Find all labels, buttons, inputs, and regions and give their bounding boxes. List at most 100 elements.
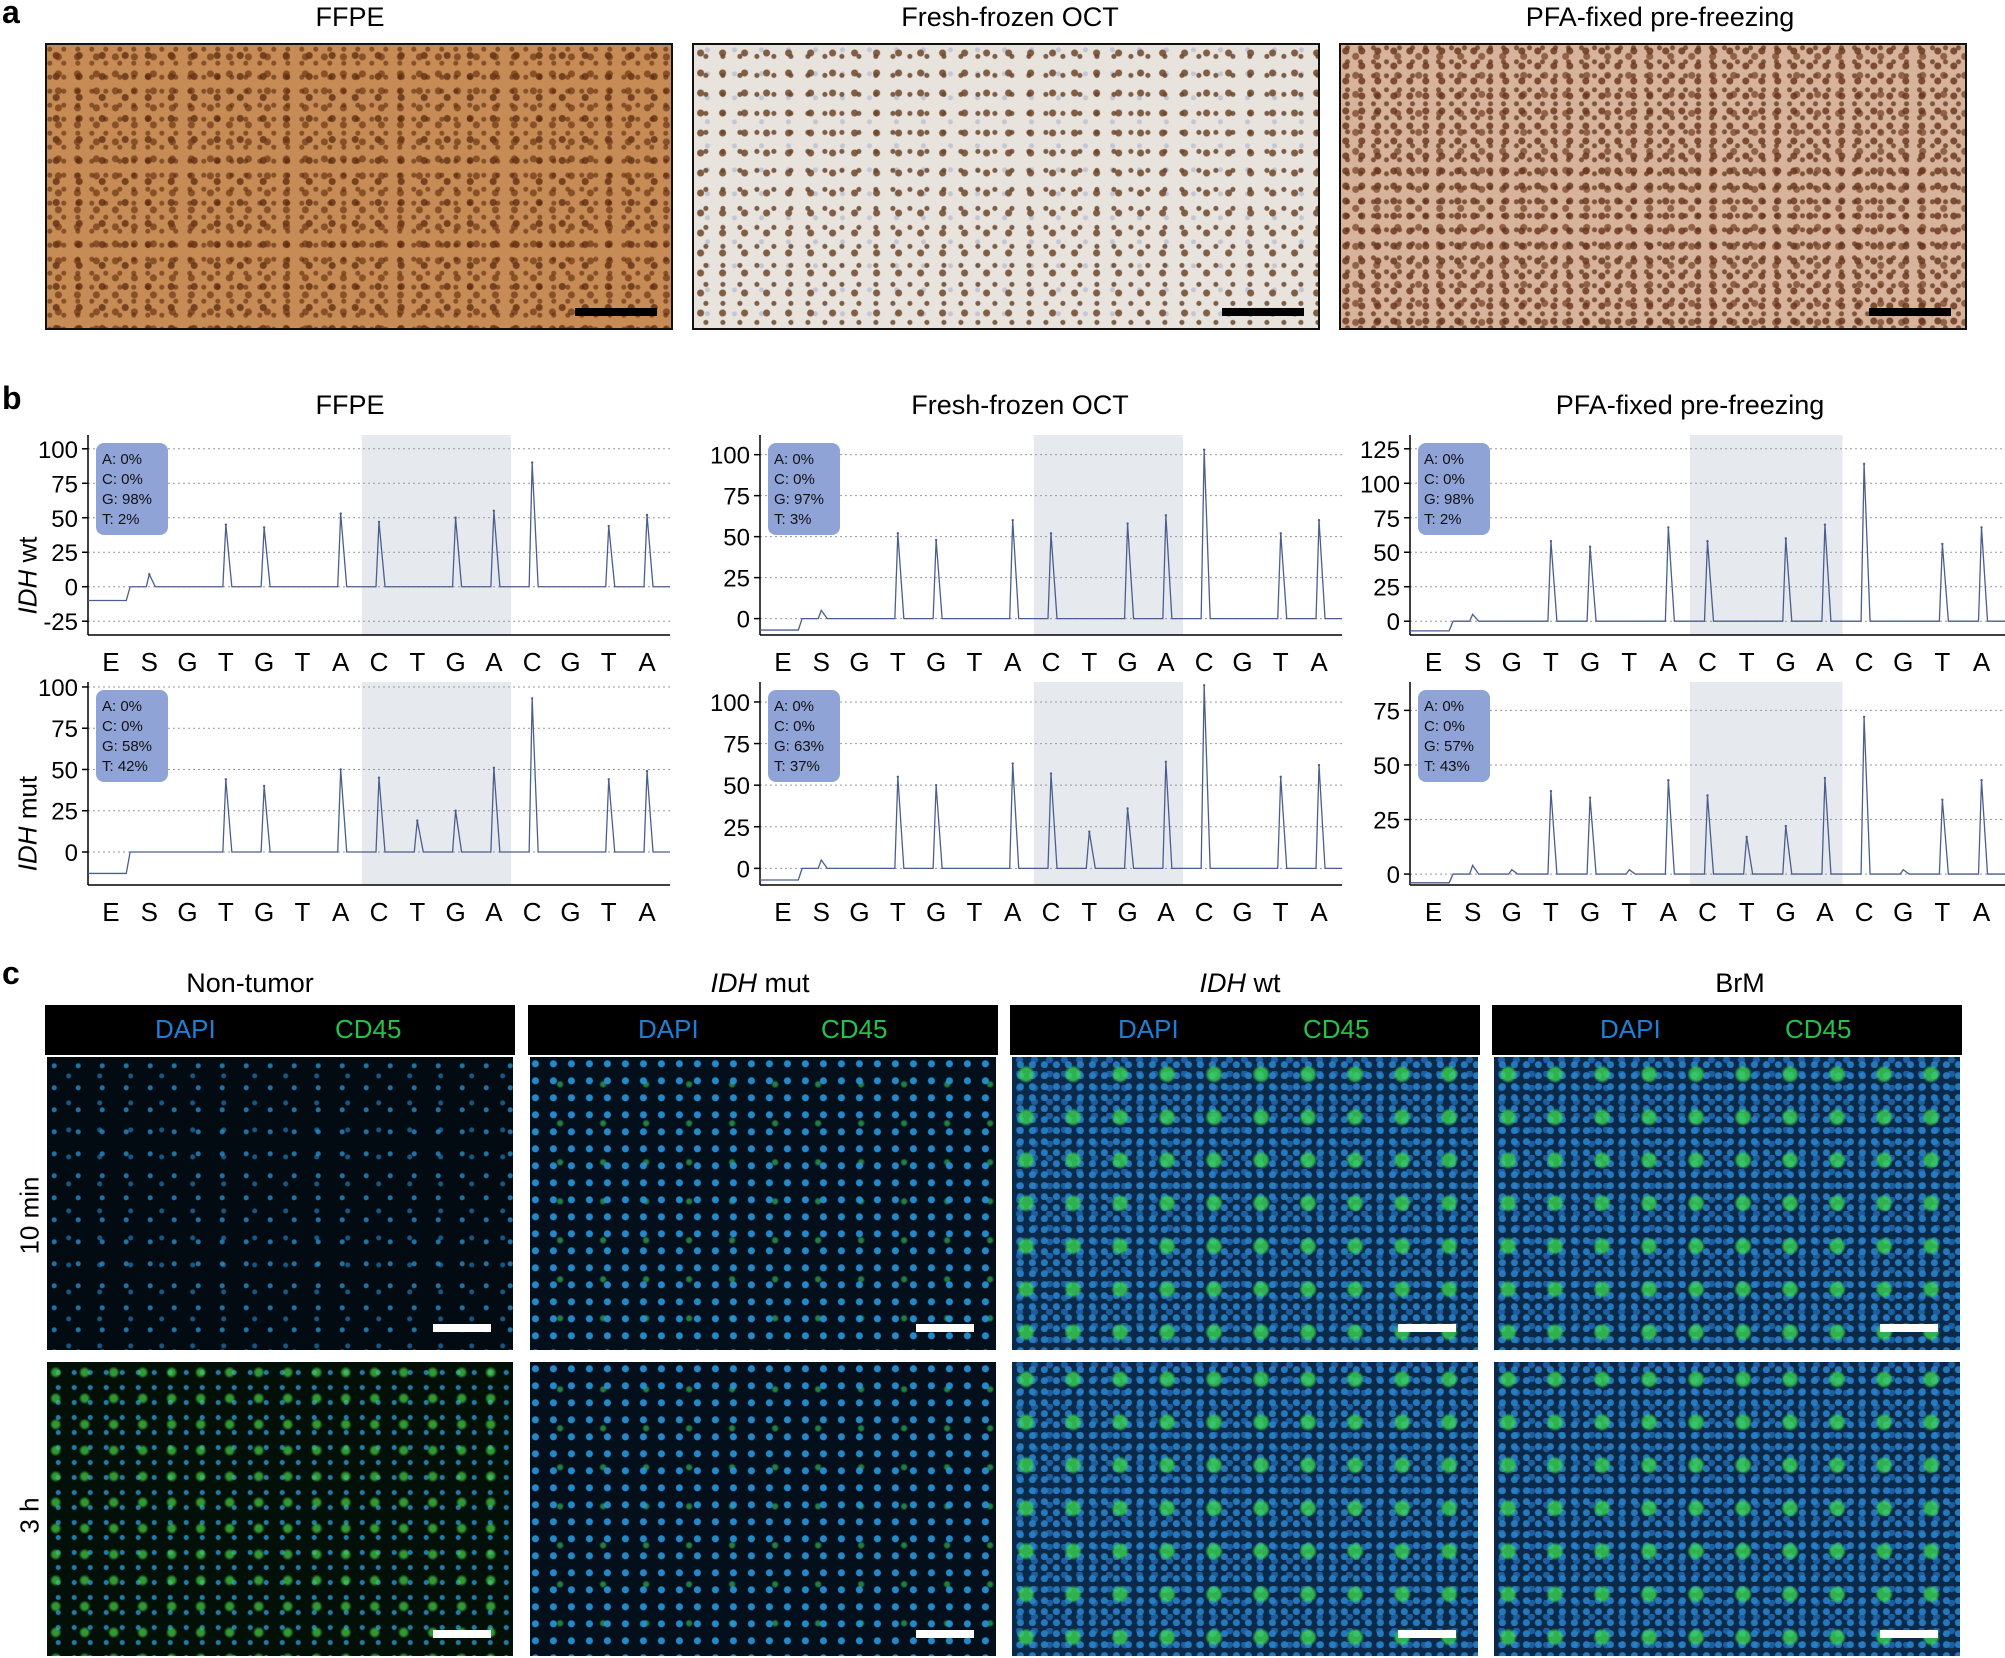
pyrogram-trace	[1410, 716, 2005, 884]
allele-legend-entry: G: 98%	[1424, 491, 1474, 508]
y-tick-label: 50	[723, 525, 750, 552]
ihc-image-ffpe	[45, 43, 673, 330]
x-tick-label: C	[1855, 647, 1874, 677]
allele-legend-entry: A: 0%	[1424, 698, 1464, 715]
allele-legend-entry: A: 0%	[774, 698, 814, 715]
x-tick-label: A	[1973, 647, 1991, 677]
peak-mark	[1202, 684, 1206, 687]
y-tick-label: 75	[51, 471, 78, 498]
x-tick-label: G	[1232, 897, 1252, 927]
allele-legend-entry: A: 0%	[102, 451, 142, 468]
y-tick-label: 50	[1373, 540, 1400, 567]
highlight-region	[1689, 682, 1843, 885]
x-tick-label: T	[294, 647, 310, 677]
y-tick-label: 0	[1387, 862, 1400, 889]
x-tick-label: G	[1580, 897, 1600, 927]
peak-mark	[1862, 462, 1866, 466]
fluorescence-image-non-tumor-3h	[45, 1360, 515, 1658]
panel-c-title-idh-mut: IDH mut	[710, 968, 810, 998]
scale-bar	[575, 308, 657, 316]
fluorescence-image-brm-3h	[1492, 1360, 1962, 1658]
y-tick-label: 75	[51, 716, 78, 743]
peak-mark	[1279, 532, 1282, 535]
allele-legend	[1418, 690, 1490, 782]
scale-bar	[1398, 1324, 1456, 1332]
x-tick-label: A	[1816, 647, 1834, 677]
x-tick-label: T	[1543, 647, 1559, 677]
row-label-10-min: 10 min	[14, 1176, 45, 1255]
x-tick-label: A	[332, 897, 350, 927]
peak-mark	[1317, 763, 1321, 767]
x-tick-label: C	[370, 897, 389, 927]
x-tick-label: G	[1893, 897, 1913, 927]
peak-mark	[1126, 807, 1129, 810]
stain-header: DAPI CD45	[1492, 1005, 1962, 1055]
y-tick-label: 75	[1373, 698, 1400, 725]
x-tick-label: A	[485, 647, 503, 677]
x-tick-label: T	[409, 897, 425, 927]
x-tick-label: T	[1739, 897, 1755, 927]
x-tick-label: C	[1195, 897, 1214, 927]
stain-header: DAPI CD45	[528, 1005, 998, 1055]
x-tick-label: G	[1776, 647, 1796, 677]
stain-header: DAPI CD45	[45, 1005, 515, 1055]
x-tick-label: E	[774, 897, 791, 927]
x-tick-label: G	[445, 647, 465, 677]
peak-mark	[1317, 519, 1321, 522]
allele-legend-entry: G: 57%	[1424, 738, 1474, 755]
allele-legend-entry: G: 63%	[774, 738, 824, 755]
stain-header: DAPI CD45	[1010, 1005, 1480, 1055]
allele-legend-entry: T: 2%	[102, 511, 140, 528]
x-tick-label: C	[1855, 897, 1874, 927]
x-tick-label: T	[218, 897, 234, 927]
peak-mark	[1279, 775, 1282, 779]
panel-a-title-2: Fresh-frozen OCT	[901, 2, 1119, 32]
allele-legend	[768, 443, 840, 535]
y-tick-label: -25	[43, 609, 78, 636]
x-tick-label: T	[1273, 647, 1289, 677]
allele-legend	[1418, 443, 1490, 535]
x-tick-label: T	[1621, 897, 1637, 927]
peak-mark	[454, 809, 457, 812]
x-tick-label: C	[523, 647, 542, 677]
x-tick-label: A	[1973, 897, 1991, 927]
x-tick-label: T	[1543, 897, 1559, 927]
peak-mark	[1706, 794, 1709, 797]
peak-mark	[1823, 523, 1827, 526]
peak-mark	[934, 783, 938, 787]
x-tick-label: A	[1660, 647, 1678, 677]
y-tick-label: 75	[1373, 506, 1400, 533]
x-tick-label: T	[1934, 647, 1950, 677]
highlight-region	[361, 682, 512, 885]
y-tick-label: 0	[65, 840, 78, 867]
peak-mark	[262, 526, 266, 529]
allele-legend	[768, 690, 840, 782]
x-tick-label: A	[1310, 647, 1328, 677]
y-tick-label: 50	[51, 757, 78, 784]
x-tick-label: G	[254, 647, 274, 677]
fluorescence-image-idh-mut-10min	[528, 1055, 998, 1352]
peak-mark	[896, 532, 900, 535]
pyrogram-trace	[1410, 463, 2005, 632]
allele-legend-entry: G: 98%	[102, 491, 152, 508]
allele-legend-entry: C: 0%	[102, 718, 143, 735]
y-tick-label: 0	[737, 856, 750, 883]
x-tick-label: T	[1081, 647, 1097, 677]
y-tick-label: 25	[1373, 808, 1400, 835]
panel-letter-b: b	[2, 380, 22, 416]
peak-mark	[1011, 762, 1014, 765]
y-tick-label: 25	[723, 815, 750, 842]
pyrogram-trace	[88, 462, 670, 602]
x-tick-label: A	[485, 897, 503, 927]
x-tick-label: A	[1816, 897, 1834, 927]
y-tick-label: 50	[723, 773, 750, 800]
peak-mark	[1164, 760, 1168, 764]
panel-c-title-non-tumor: Non-tumor	[186, 968, 314, 998]
peak-mark	[1011, 519, 1014, 522]
x-tick-label: G	[560, 647, 580, 677]
x-tick-label: G	[254, 897, 274, 927]
peak-mark	[607, 778, 610, 781]
ihc-image-fresh-frozen	[692, 43, 1320, 330]
x-tick-label: G	[849, 647, 869, 677]
